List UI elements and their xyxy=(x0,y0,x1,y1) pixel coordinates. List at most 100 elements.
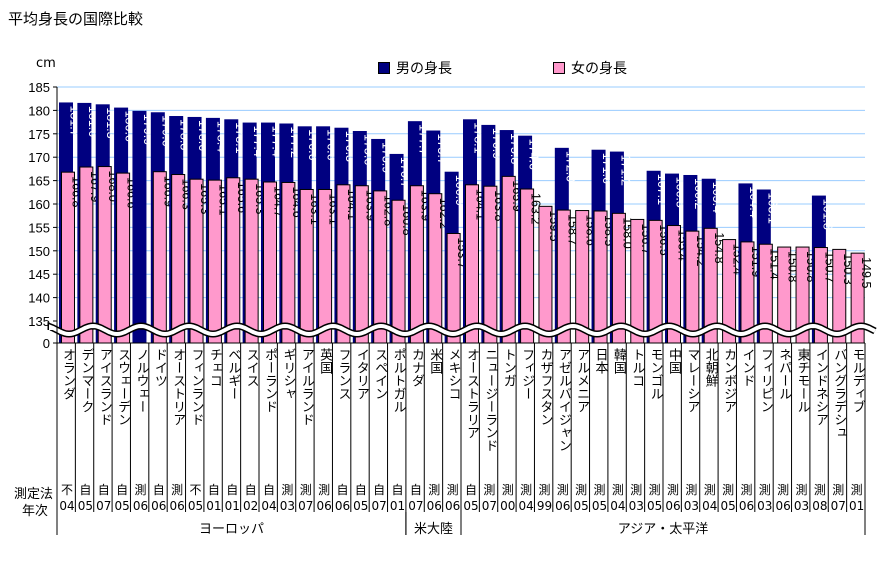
category-label: インドネシア xyxy=(812,348,828,426)
category-label: ポーランド xyxy=(262,348,277,413)
year-cell: 03 xyxy=(757,499,773,513)
year-cell: 00 xyxy=(500,499,516,513)
legend-male: 男の身長 xyxy=(378,58,452,78)
legend-label-female: 女の身長 xyxy=(571,61,627,77)
year-cell: 06 xyxy=(665,499,681,513)
y-tick-label: 155 xyxy=(28,220,50,235)
year-cell: 05 xyxy=(463,499,479,513)
category-label: カンボジア xyxy=(721,348,737,413)
region-label: ヨーロッパ xyxy=(198,522,264,537)
year-cell: 06 xyxy=(151,499,167,513)
category-label: 日本 xyxy=(592,348,608,374)
method-cell: 自 xyxy=(207,483,220,497)
year-cell: 07 xyxy=(481,499,497,513)
method-cell: 自 xyxy=(354,483,367,497)
year-cell: 01 xyxy=(224,499,240,513)
category-label: ドイツ xyxy=(151,348,167,387)
year-cell: 06 xyxy=(169,499,185,513)
year-cell: 06 xyxy=(555,499,571,513)
category-label: アルメニア xyxy=(574,348,590,413)
data-label-male: 172.0 xyxy=(563,151,577,182)
data-label-male: 165.4 xyxy=(710,182,724,213)
category-label: 英国 xyxy=(317,348,333,374)
year-cell: 06 xyxy=(444,499,461,513)
year-cell: 06 xyxy=(426,499,442,513)
bar-male xyxy=(132,110,147,343)
method-cell: 測 xyxy=(446,483,459,497)
method-cell: 測 xyxy=(832,483,845,497)
y-tick-label: 180 xyxy=(28,103,50,118)
year-cell: 03 xyxy=(279,499,295,513)
method-cell: 測 xyxy=(648,483,661,497)
category-label: カザフスタン xyxy=(537,348,553,426)
row-label-method: 測定法 xyxy=(14,487,54,502)
category-label: モンゴル xyxy=(647,348,663,400)
category-label: ネパール xyxy=(776,348,792,400)
year-cell: 05 xyxy=(114,499,130,513)
year-cell: 07 xyxy=(830,499,846,513)
year-cell: 05 xyxy=(720,499,736,513)
category-label: スペイン xyxy=(372,348,388,400)
method-cell: 測 xyxy=(575,483,588,497)
row-label-year: 年次 xyxy=(22,504,49,519)
category-label: トルコ xyxy=(629,348,645,387)
y-tick-label: 185 xyxy=(28,80,50,95)
category-label: イタリア xyxy=(353,348,369,400)
category-label: ギリシャ xyxy=(280,348,296,400)
year-cell: 06 xyxy=(775,499,791,513)
chart-title: 平均身長の国際比較 xyxy=(8,10,144,28)
y-tick-label: 175 xyxy=(28,127,50,142)
y-tick-label: 150 xyxy=(28,244,50,259)
y-tick-label: 140 xyxy=(28,291,50,306)
year-cell: 99 xyxy=(536,499,553,513)
category-label: インド xyxy=(739,348,755,387)
category-label: オーストラリア xyxy=(464,348,479,439)
axis-break-wave xyxy=(49,323,876,337)
year-cell: 05 xyxy=(77,499,93,513)
method-cell: 自 xyxy=(79,483,92,497)
category-label: オランダ xyxy=(60,348,75,400)
y-tick-label: 165 xyxy=(28,174,50,189)
method-cell: 測 xyxy=(630,483,643,497)
year-cell: 03 xyxy=(683,499,699,513)
category-label: 北朝鮮 xyxy=(702,348,718,387)
year-cell: 06 xyxy=(316,499,332,513)
method-cell: 測 xyxy=(777,483,790,497)
method-cell: 測 xyxy=(703,483,716,497)
method-cell: 測 xyxy=(611,483,624,497)
method-cell: 自 xyxy=(116,483,129,497)
method-cell: 自 xyxy=(336,483,349,497)
legend-female: 女の身長 xyxy=(553,58,627,78)
year-cell: 04 xyxy=(702,499,718,513)
data-label-male: 174.6 xyxy=(527,139,541,170)
year-cell: 03 xyxy=(628,499,644,513)
y-axis-unit: cm xyxy=(36,56,56,71)
y-tick-label: 160 xyxy=(28,197,50,212)
category-label: フィジー xyxy=(519,348,535,400)
year-cell: 07 xyxy=(298,499,314,513)
year-cell: 02 xyxy=(242,499,259,513)
method-cell: 測 xyxy=(758,483,771,497)
legend-swatch-male xyxy=(378,62,390,74)
year-cell: 04 xyxy=(59,499,75,513)
method-cell: 自 xyxy=(226,483,239,497)
region-label: 米大陸 xyxy=(413,522,453,537)
method-cell: 自 xyxy=(152,483,165,497)
year-cell: 05 xyxy=(187,499,204,513)
category-label: 韓国 xyxy=(610,348,626,374)
category-label: バングラデシュ xyxy=(831,348,847,439)
category-label: ポルトガル xyxy=(390,348,406,413)
method-cell: 測 xyxy=(813,483,826,497)
method-cell: 測 xyxy=(134,483,147,497)
year-cell: 07 xyxy=(96,499,112,513)
legend-label-male: 男の身長 xyxy=(396,61,452,77)
year-cell: 06 xyxy=(334,499,351,513)
method-cell: 自 xyxy=(409,483,422,497)
year-cell: 07 xyxy=(371,499,387,513)
category-label: アイルランド xyxy=(298,348,314,426)
year-cell: 04 xyxy=(610,499,626,513)
data-label-male: 163.1 xyxy=(765,192,779,223)
category-label: ニュージーランド xyxy=(482,348,498,452)
year-cell: 06 xyxy=(738,499,755,513)
